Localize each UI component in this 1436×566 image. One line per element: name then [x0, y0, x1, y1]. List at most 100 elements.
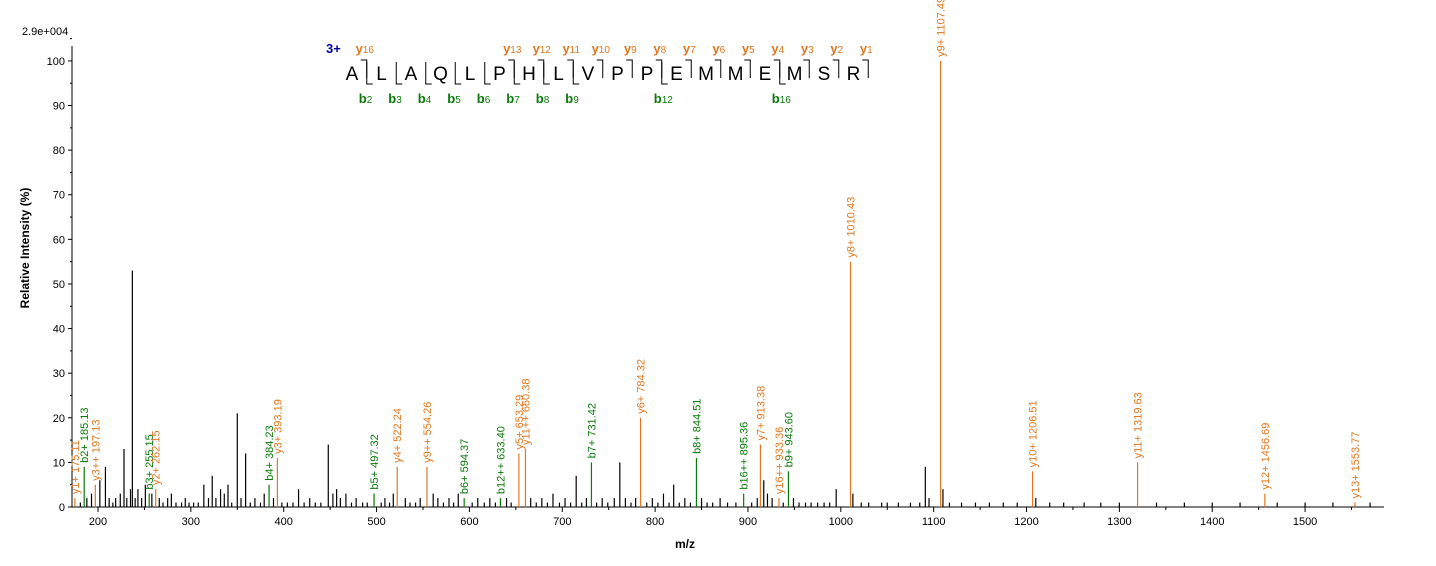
y-fragment-bracket — [744, 59, 751, 78]
peak-label: b3+ 255.15 — [144, 434, 156, 489]
sequence-residue: M — [787, 64, 803, 85]
y-tick-label: 30 — [53, 368, 65, 380]
b-fragment-label: b3 — [388, 91, 402, 106]
y-fragment-label: y8 — [653, 41, 666, 56]
b-fragment-label: b9 — [565, 91, 579, 106]
peak-label: b4+ 384.23 — [264, 425, 276, 480]
x-tick-label: 800 — [646, 516, 664, 528]
peak-label: y9+ 1107.49 — [936, 0, 948, 57]
b-fragment-label: b16 — [772, 91, 792, 106]
y-fragment-bracket — [360, 59, 368, 78]
peak-label: b7+ 731.42 — [586, 403, 598, 458]
b-fragment-label: b2 — [359, 91, 373, 106]
y-fragment-label: y7 — [683, 41, 696, 56]
y-fragment-bracket — [626, 59, 633, 78]
y-fragment-bracket — [862, 59, 869, 78]
b-fragment-label: b4 — [418, 91, 432, 106]
peak-label: y3++ 197.13 — [90, 420, 102, 481]
sequence-residue: V — [582, 64, 595, 85]
precursor-charge: 3+ — [326, 41, 341, 56]
sequence-residue: Q — [433, 64, 448, 85]
peak-label: y9++ 554.26 — [422, 402, 434, 463]
x-tick-label: 600 — [460, 516, 478, 528]
b-fragment-bracket — [779, 62, 786, 85]
b-fragment-label: b12 — [654, 91, 674, 106]
peak-label: y7+ 913.38 — [755, 386, 767, 441]
sequence-residue: A — [346, 64, 359, 85]
y-fragment-label: y12 — [533, 41, 552, 56]
y-fragment-label: y11 — [562, 41, 580, 56]
sequence-residue: L — [465, 64, 476, 85]
peak-label: y6+ 784.32 — [636, 359, 648, 414]
b-fragment-label: b5 — [447, 91, 461, 106]
sequence-residue: S — [818, 64, 831, 85]
y-fragment-bracket — [508, 59, 515, 78]
peak-label: b16++ 895.36 — [739, 422, 751, 490]
peak-label: b5+ 497.32 — [369, 434, 381, 489]
b-fragment-label: b6 — [477, 91, 491, 106]
sequence-residue: M — [698, 64, 714, 85]
y-tick-label: 40 — [53, 324, 65, 336]
peak-label: y11++ 660.38 — [520, 379, 532, 445]
peak-label: b12++ 633.40 — [495, 426, 507, 494]
y-fragment-label: y16 — [356, 41, 375, 56]
b-fragment-bracket — [484, 62, 491, 85]
y-fragment-label: y3 — [801, 41, 814, 56]
peak-label: y8+ 1010.43 — [845, 197, 857, 258]
y-tick-label: 100 — [47, 56, 65, 68]
sequence-residue: P — [493, 64, 506, 85]
sequence-residue: L — [553, 64, 564, 85]
y-fragment-label: y2 — [830, 41, 843, 56]
peak-label: b9+ 943.60 — [783, 412, 795, 467]
y-fragment-bracket — [685, 59, 692, 78]
b-fragment-bracket — [366, 62, 373, 85]
y-fragment-label: y6 — [712, 41, 725, 56]
peak-label: y10+ 1206.51 — [1028, 400, 1040, 467]
y-tick-label: 90 — [53, 101, 65, 113]
peak-label: y4+ 522.24 — [392, 408, 404, 463]
peak-label: y2+ 262.15 — [151, 430, 163, 485]
sequence-residue: M — [728, 64, 744, 85]
y-fragment-bracket — [714, 59, 722, 78]
y-fragment-bracket — [537, 59, 545, 78]
b-fragment-bracket — [513, 62, 521, 85]
sequence-residue: E — [759, 64, 772, 85]
y-axis-title: Relative Intensity (%) — [18, 188, 32, 309]
b-fragment-label: b8 — [536, 91, 550, 106]
y-fragment-label: y13 — [503, 41, 522, 56]
x-tick-label: 1000 — [829, 516, 853, 528]
y-tick-label: 20 — [53, 413, 65, 425]
b-fragment-label: b7 — [506, 91, 520, 106]
b-fragment-bracket — [395, 62, 403, 85]
y-fragment-bracket — [832, 59, 840, 78]
y-fragment-bracket — [803, 59, 810, 78]
sequence-residue: H — [522, 64, 536, 85]
b-fragment-bracket — [543, 62, 550, 85]
sequence-residue: L — [376, 64, 387, 85]
peak-label: y16++ 933.36 — [774, 427, 786, 494]
y-fragment-label: y1 — [860, 41, 873, 56]
y-fragment-label: y5 — [742, 41, 755, 56]
y-fragment-bracket — [567, 59, 574, 78]
y-tick-label: 60 — [53, 234, 65, 246]
peak-label: b6+ 594.37 — [459, 439, 471, 494]
b-fragment-bracket — [572, 62, 580, 85]
x-axis-title: m/z — [675, 537, 695, 551]
b-fragment-bracket — [454, 62, 462, 85]
y-fragment-label: y4 — [771, 41, 784, 56]
sequence-residue: R — [847, 64, 861, 85]
y-fragment-bracket — [655, 59, 663, 78]
y-tick-label: 10 — [53, 457, 65, 469]
y-fragment-label: y10 — [592, 41, 611, 56]
b-fragment-bracket — [661, 62, 668, 85]
x-tick-label: 1300 — [1107, 516, 1131, 528]
x-tick-label: 700 — [553, 516, 571, 528]
sequence-residue: P — [611, 64, 624, 85]
sequence-residue: E — [670, 64, 683, 85]
peak-label: y13+ 1553.77 — [1350, 432, 1362, 499]
y-tick-label: 70 — [53, 190, 65, 202]
y-fragment-bracket — [773, 59, 781, 78]
peak-label: y12+ 1456.69 — [1260, 423, 1272, 490]
